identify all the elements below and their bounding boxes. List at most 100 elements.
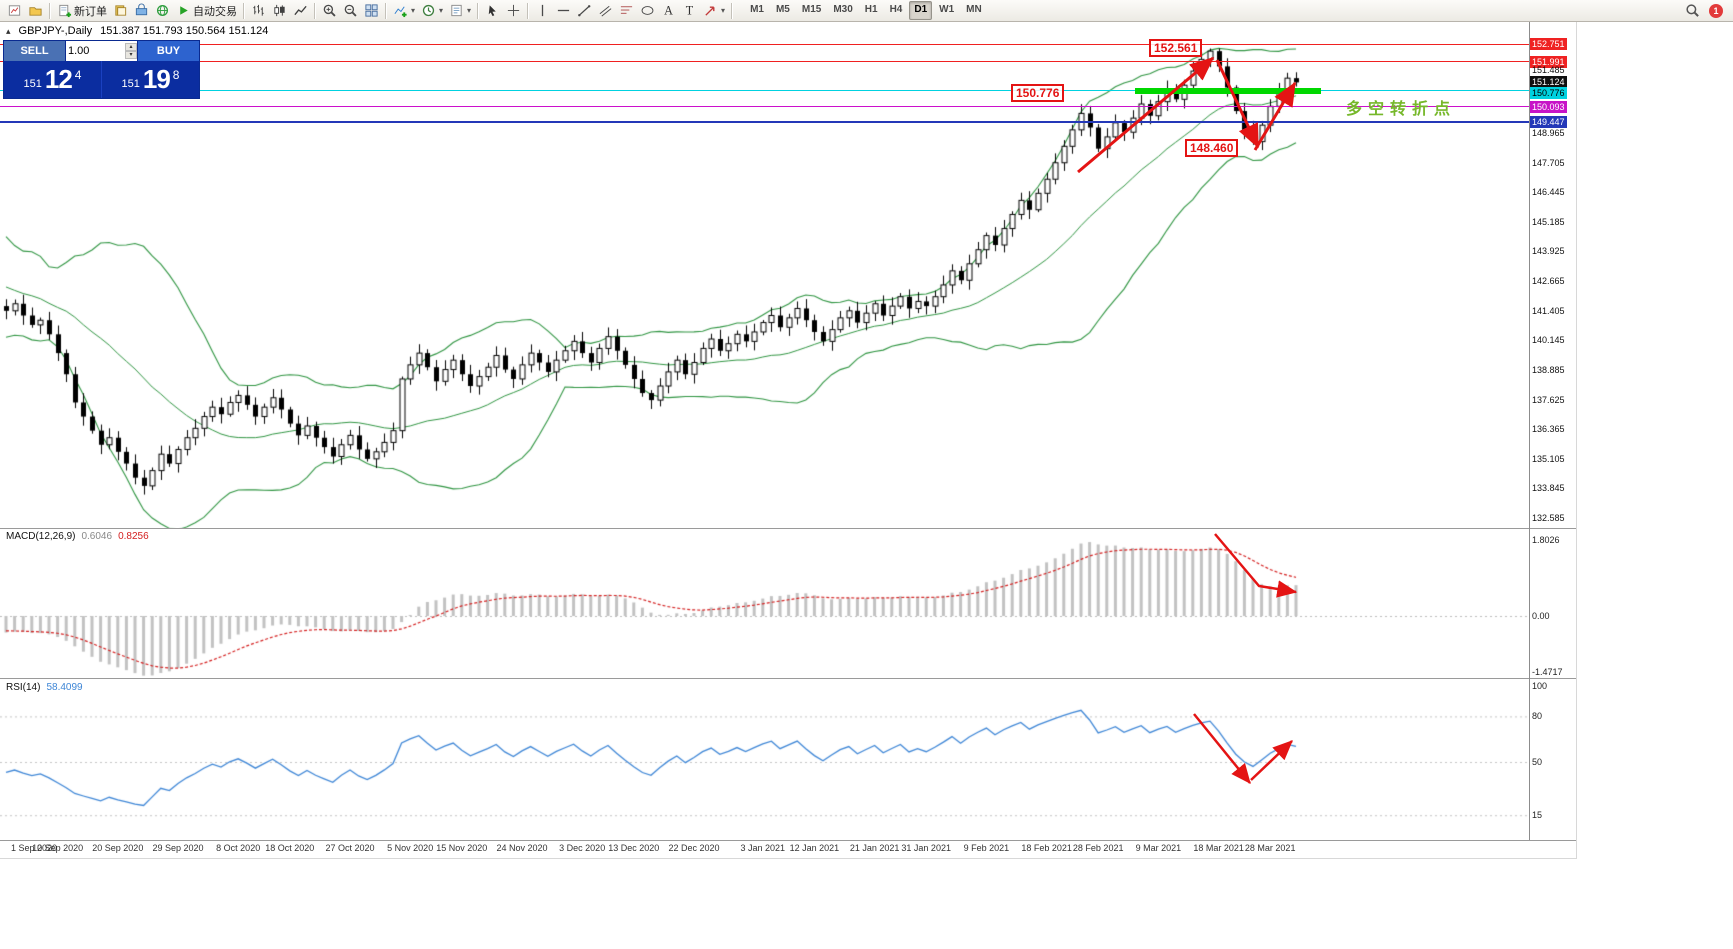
- bar-chart-icon: [251, 3, 266, 18]
- macd-main-value: 0.6046: [81, 531, 113, 542]
- rsi-indicator-label: RSI(14) 58.4099: [6, 682, 83, 693]
- scripts-button[interactable]: [110, 0, 131, 21]
- pane-separator[interactable]: [0, 678, 1576, 679]
- community-button[interactable]: [152, 0, 173, 21]
- tile-windows-button[interactable]: [361, 0, 382, 21]
- templates-button[interactable]: ▾: [446, 0, 474, 21]
- macd-axis-label: 1.8026: [1532, 535, 1560, 546]
- cursor-button[interactable]: [482, 0, 503, 21]
- timeframe-m5-button[interactable]: M5: [775, 4, 790, 15]
- time-axis-label: 1 Sep 2020: [10, 843, 58, 853]
- trend-line-icon: [577, 3, 592, 18]
- sell-button[interactable]: SELL: [4, 41, 66, 61]
- timeframe-mn-button[interactable]: MN: [966, 4, 982, 15]
- market-button[interactable]: [131, 0, 152, 21]
- community-icon: [155, 3, 170, 18]
- market-icon: [134, 3, 149, 18]
- timeframe-m30-button[interactable]: M30: [833, 4, 853, 15]
- fibonacci-button[interactable]: [616, 0, 637, 21]
- timeframe-m15-button[interactable]: M15: [801, 4, 822, 15]
- chart-window-right-edge: [1576, 22, 1577, 859]
- macd-name: MACD(12,26,9): [6, 531, 76, 542]
- pivot-note[interactable]: 多空转折点: [1346, 101, 1457, 118]
- zoom-out-icon: [343, 3, 358, 18]
- trough-price-annotation[interactable]: 148.460: [1185, 139, 1239, 157]
- price-axis-tick: 140.145: [1532, 335, 1565, 346]
- one-click-trading-panel: SELL ▴ ▾ BUY 151 12 4 151 19 8: [3, 40, 200, 99]
- profiles-button[interactable]: [25, 0, 46, 21]
- buy-price-display[interactable]: 151 19 8: [102, 61, 199, 98]
- timeframe-w1-button[interactable]: W1: [939, 4, 955, 15]
- toolbar-separator: [731, 2, 734, 19]
- crosshair-button[interactable]: [503, 0, 524, 21]
- volume-field: ▴ ▾: [66, 41, 137, 61]
- toolbar-buttons: 新订单 自动交易 ▾ ▾ ▾ A T ▾: [4, 0, 736, 21]
- shapes-button[interactable]: [637, 0, 658, 21]
- timeframe-d1-button[interactable]: D1: [909, 1, 933, 20]
- bar-chart-button[interactable]: [248, 0, 269, 21]
- horizontal-level-line[interactable]: [0, 106, 1529, 108]
- rsi-canvas[interactable]: [0, 679, 1528, 839]
- time-axis-label: 15 Nov 2020: [436, 843, 488, 853]
- volume-input[interactable]: [66, 45, 112, 57]
- macd-canvas[interactable]: [0, 529, 1528, 677]
- buy-button[interactable]: BUY: [137, 41, 199, 61]
- volume-decrease-button[interactable]: ▾: [125, 51, 137, 59]
- macd-signal-value: 0.8256: [118, 531, 149, 542]
- indicators-button[interactable]: ▾: [390, 0, 418, 21]
- channel-icon: [598, 3, 613, 18]
- time-axis-label: 3 Jan 2021: [740, 843, 786, 853]
- support-zone-bar[interactable]: [1135, 88, 1321, 94]
- horizontal-line-button[interactable]: [553, 0, 574, 21]
- time-axis-label: 22 Dec 2020: [668, 843, 720, 853]
- trend-line-button[interactable]: [574, 0, 595, 21]
- price-axis-tick: 151.485: [1532, 64, 1565, 75]
- candle-chart-button[interactable]: [269, 0, 290, 21]
- zoom-in-button[interactable]: [319, 0, 340, 21]
- rsi-value: 58.4099: [46, 682, 83, 693]
- horizontal-level-line[interactable]: [0, 89, 1529, 91]
- buy-price-big-digits: 19: [142, 64, 171, 94]
- line-chart-button[interactable]: [290, 0, 311, 21]
- notification-badge[interactable]: 1: [1709, 3, 1723, 18]
- search-button[interactable]: [1682, 0, 1703, 21]
- main-chart-canvas[interactable]: [0, 22, 1528, 529]
- peak-price-annotation[interactable]: 152.561: [1149, 39, 1203, 57]
- chart-window-bottom-edge: [0, 858, 1577, 859]
- timeframe-m1-button[interactable]: M1: [750, 4, 764, 15]
- level-price-annotation[interactable]: 150.776: [1011, 84, 1065, 102]
- timeframe-toolbar: M1 M5 M15 M30 H1 H4 D1 W1 MN: [744, 1, 988, 20]
- horizontal-level-line[interactable]: [0, 43, 1529, 45]
- text-label-button[interactable]: T: [679, 0, 700, 21]
- text-button[interactable]: A: [658, 0, 679, 21]
- timeframe-h4-button[interactable]: H4: [889, 4, 903, 15]
- toolbar-right: 1: [1682, 0, 1729, 21]
- periods-button[interactable]: ▾: [418, 0, 446, 21]
- new-chart-button[interactable]: [4, 0, 25, 21]
- indicators-icon: [393, 3, 408, 18]
- autotrading-button[interactable]: 自动交易: [173, 0, 240, 21]
- price-axis-tick: 136.365: [1532, 424, 1565, 435]
- pane-separator[interactable]: [0, 528, 1576, 529]
- volume-increase-button[interactable]: ▴: [125, 43, 137, 51]
- new-order-button[interactable]: 新订单: [54, 0, 110, 21]
- timeframe-h1-button[interactable]: H1: [864, 4, 878, 15]
- channel-button[interactable]: [595, 0, 616, 21]
- macd-axis-label: -1.4717: [1532, 667, 1563, 677]
- price-axis-tick: 133.845: [1532, 483, 1565, 494]
- sell-price-display[interactable]: 151 12 4: [4, 61, 102, 98]
- collapse-trade-panel-icon[interactable]: ▴: [6, 25, 11, 36]
- rsi-name: RSI(14): [6, 682, 41, 693]
- pane-separator[interactable]: [0, 840, 1576, 841]
- arrow-objects-button[interactable]: ▾: [700, 0, 728, 21]
- horizontal-level-line[interactable]: [0, 120, 1529, 123]
- time-axis-label: 18 Oct 2020: [265, 843, 315, 853]
- vertical-line-button[interactable]: [532, 0, 553, 21]
- zoom-out-button[interactable]: [340, 0, 361, 21]
- horizontal-level-line[interactable]: [0, 61, 1529, 63]
- horizontal-line-icon: [556, 3, 571, 18]
- price-axis-badge: 151.991: [1530, 55, 1567, 68]
- price-axis-tick: 141.405: [1532, 305, 1565, 316]
- price-axis-tick: 137.625: [1532, 394, 1565, 405]
